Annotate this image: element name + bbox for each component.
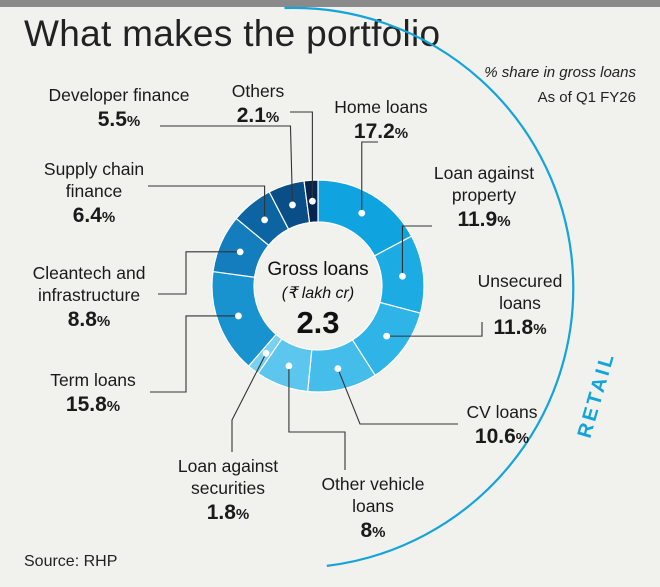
marker-term-loans bbox=[235, 312, 242, 320]
label-cv-loans-value: 10.6% bbox=[474, 425, 530, 448]
leader-cv-loans bbox=[337, 368, 458, 425]
top-rule bbox=[0, 0, 660, 7]
leader-term-loans bbox=[150, 315, 239, 393]
label-other-vehicle-loans: Other vehicle loans 8% bbox=[308, 473, 438, 546]
marker-loan-against-property bbox=[399, 272, 406, 280]
label-home-loans: Home loans 17.2% bbox=[322, 96, 440, 147]
label-lap-line1: Loan against bbox=[433, 163, 535, 183]
leader-supply-chain-finance bbox=[148, 185, 266, 220]
center-value: 2.3 bbox=[296, 305, 340, 340]
label-developer-finance-value: 5.5% bbox=[97, 108, 141, 131]
label-unsecured-value: 11.8% bbox=[493, 316, 547, 339]
label-supply-line1: Supply chain bbox=[43, 159, 145, 179]
label-ovl-value: 8% bbox=[360, 519, 386, 542]
marker-cleantech-and-infrastructure bbox=[236, 248, 244, 256]
center-unit: (₹ lakh cr) bbox=[281, 285, 355, 302]
label-cleantech-line2: infrastructure bbox=[37, 285, 141, 305]
retail-bracket-arc bbox=[284, 6, 575, 567]
label-lap-line2: property bbox=[451, 185, 517, 205]
label-unsecured-line2: loans bbox=[499, 293, 541, 313]
marker-others bbox=[308, 197, 316, 205]
label-supply-chain-finance: Supply chain finance 6.4% bbox=[34, 158, 154, 231]
label-lap-value: 11.9% bbox=[457, 208, 511, 231]
leader-loan-against-securities bbox=[231, 353, 267, 452]
period-note: As of Q1 FY26 bbox=[537, 89, 636, 106]
slice-markers bbox=[235, 197, 406, 373]
center-label: Gross loans (₹ lakh cr) 2.3 bbox=[244, 259, 392, 341]
label-las-value: 1.8% bbox=[206, 501, 250, 524]
retail-arc-layer bbox=[284, 6, 575, 567]
label-cv-loans-name: CV loans bbox=[466, 402, 538, 422]
label-others: Others 2.1% bbox=[218, 80, 298, 131]
label-las-line1: Loan against bbox=[177, 456, 279, 476]
leader-home-loans bbox=[361, 141, 378, 214]
label-unsecured-line1: Unsecured bbox=[477, 271, 563, 291]
center-title: Gross loans bbox=[267, 259, 369, 280]
label-cv-loans: CV loans 10.6% bbox=[456, 401, 548, 452]
label-term-loans: Term loans 15.8% bbox=[34, 369, 152, 420]
marker-cv-loans bbox=[334, 365, 342, 373]
label-home-loans-value: 17.2% bbox=[353, 120, 409, 143]
label-term-loans-value: 15.8% bbox=[65, 393, 121, 416]
label-developer-finance: Developer finance 5.5% bbox=[28, 84, 210, 135]
label-supply-line2: finance bbox=[65, 181, 123, 201]
leader-unsecured-loans bbox=[386, 322, 483, 337]
label-unsecured-loans: Unsecured loans 11.8% bbox=[468, 270, 572, 343]
marker-home-loans bbox=[358, 209, 366, 217]
label-cleantech-value: 8.8% bbox=[67, 308, 111, 331]
marker-other-vehicle-loans bbox=[285, 362, 293, 370]
label-loan-against-property: Loan against property 11.9% bbox=[420, 162, 548, 235]
label-home-loans-name: Home loans bbox=[334, 97, 428, 117]
leader-lines bbox=[148, 111, 483, 470]
marker-unsecured-loans bbox=[383, 332, 391, 340]
label-term-loans-name: Term loans bbox=[50, 370, 136, 390]
leader-others bbox=[290, 111, 313, 202]
share-note: % share in gross loans bbox=[484, 64, 636, 81]
label-others-name: Others bbox=[231, 81, 285, 101]
leader-other-vehicle-loans bbox=[288, 365, 346, 470]
label-las-line2: securities bbox=[191, 478, 265, 498]
label-developer-finance-name: Developer finance bbox=[48, 85, 190, 105]
label-supply-value: 6.4% bbox=[72, 204, 116, 227]
label-others-value: 2.1% bbox=[236, 104, 280, 127]
label-ovl-line1: Other vehicle bbox=[321, 474, 425, 494]
marker-supply-chain-finance bbox=[261, 216, 269, 224]
source-note: Source: RHP bbox=[24, 553, 118, 570]
label-loan-against-securities: Loan against securities 1.8% bbox=[166, 455, 290, 528]
label-ovl-line2: loans bbox=[352, 496, 394, 516]
leader-developer-finance bbox=[160, 125, 294, 205]
label-cleantech: Cleantech and infrastructure 8.8% bbox=[20, 262, 158, 335]
leader-cleantech bbox=[158, 251, 241, 295]
marker-loan-against-securities bbox=[262, 349, 270, 357]
leader-loan-against-property bbox=[401, 225, 432, 277]
label-cleantech-line1: Cleantech and bbox=[32, 263, 146, 283]
marker-developer-finance bbox=[289, 201, 296, 209]
